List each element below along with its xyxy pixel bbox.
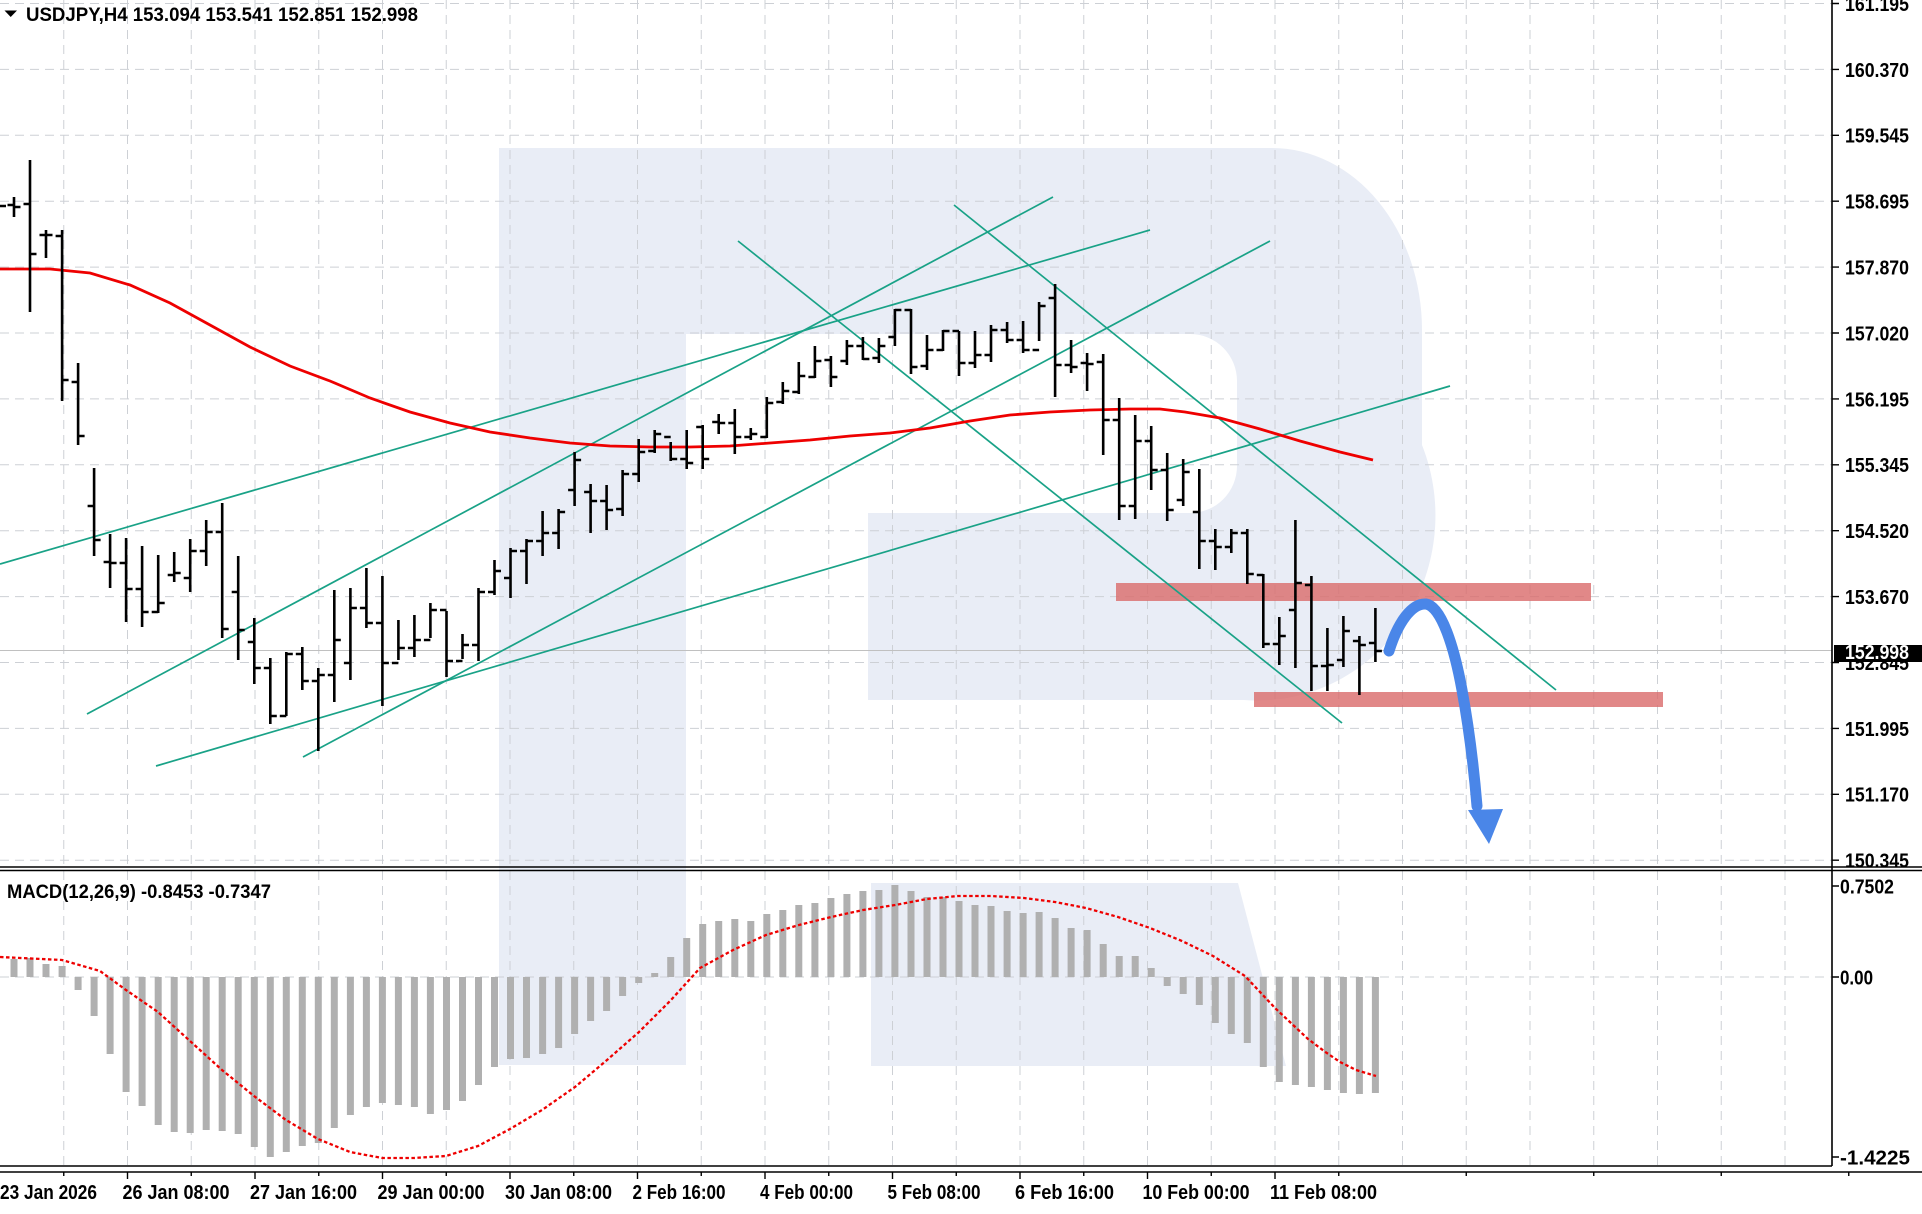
svg-text:152.998: 152.998 bbox=[1845, 642, 1909, 664]
svg-text:11 Feb 08:00: 11 Feb 08:00 bbox=[1270, 1182, 1377, 1204]
svg-text:154.520: 154.520 bbox=[1845, 521, 1909, 543]
svg-text:153.670: 153.670 bbox=[1845, 587, 1909, 609]
svg-text:160.370: 160.370 bbox=[1845, 60, 1909, 82]
svg-text:10 Feb 00:00: 10 Feb 00:00 bbox=[1143, 1182, 1250, 1204]
svg-text:157.870: 157.870 bbox=[1845, 258, 1909, 280]
svg-text:2 Feb 16:00: 2 Feb 16:00 bbox=[633, 1182, 726, 1204]
svg-text:151.170: 151.170 bbox=[1845, 785, 1909, 807]
svg-text:23 Jan 2026: 23 Jan 2026 bbox=[0, 1182, 97, 1204]
svg-text:-1.4225: -1.4225 bbox=[1840, 1147, 1910, 1169]
svg-text:MACD(12,26,9) -0.8453 -0.7347: MACD(12,26,9) -0.8453 -0.7347 bbox=[7, 882, 271, 903]
svg-text:151.995: 151.995 bbox=[1845, 719, 1909, 741]
svg-text:6 Feb 16:00: 6 Feb 16:00 bbox=[1015, 1182, 1114, 1204]
svg-text:159.545: 159.545 bbox=[1845, 126, 1909, 148]
svg-text:27 Jan 16:00: 27 Jan 16:00 bbox=[250, 1182, 357, 1204]
svg-text:0.00: 0.00 bbox=[1840, 967, 1873, 989]
svg-text:0.7502: 0.7502 bbox=[1840, 876, 1894, 898]
svg-text:158.695: 158.695 bbox=[1845, 192, 1909, 214]
svg-text:5 Feb 08:00: 5 Feb 08:00 bbox=[888, 1182, 981, 1204]
svg-text:150.345: 150.345 bbox=[1845, 851, 1909, 873]
svg-text:29 Jan 00:00: 29 Jan 00:00 bbox=[378, 1182, 485, 1204]
svg-text:155.345: 155.345 bbox=[1845, 455, 1909, 477]
svg-text:4 Feb 00:00: 4 Feb 00:00 bbox=[760, 1182, 853, 1204]
svg-text:26 Jan 08:00: 26 Jan 08:00 bbox=[123, 1182, 230, 1204]
svg-text:156.195: 156.195 bbox=[1845, 389, 1909, 411]
svg-text:30 Jan 08:00: 30 Jan 08:00 bbox=[505, 1182, 612, 1204]
svg-text:157.020: 157.020 bbox=[1845, 323, 1909, 345]
svg-text:161.195: 161.195 bbox=[1845, 0, 1909, 16]
svg-text:USDJPY,H4 153.094 153.541 152: USDJPY,H4 153.094 153.541 152.851 152.99… bbox=[26, 5, 418, 26]
